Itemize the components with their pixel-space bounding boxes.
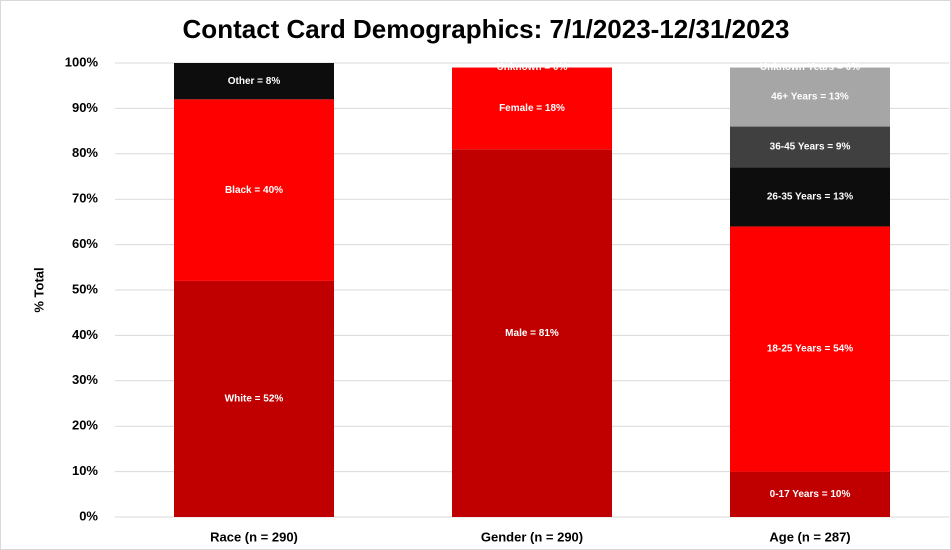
bar-segment (730, 226, 890, 472)
y-tick-label: 90% (72, 100, 98, 115)
bar-segment (730, 167, 890, 227)
data-label: Male = 81% (505, 328, 559, 339)
y-tick-label: 50% (72, 281, 98, 296)
data-label: Unknown = 0% (497, 62, 568, 73)
data-label: White = 52% (225, 394, 284, 405)
data-label: Female = 18% (499, 103, 565, 114)
y-tick-label: 80% (72, 145, 98, 160)
y-tick-label: 20% (72, 418, 98, 433)
bar-segment (730, 67, 890, 127)
chart-title: Contact Card Demographics: 7/1/2023-12/3… (183, 14, 790, 44)
data-label: 18-25 Years = 54% (767, 344, 853, 355)
bar-segment (730, 126, 890, 168)
bar-segment (174, 99, 334, 281)
y-axis-label: % Total (31, 267, 46, 312)
data-label: Other = 8% (228, 76, 281, 87)
bar-segment (730, 471, 890, 517)
y-tick-label: 100% (65, 54, 99, 69)
y-tick-label: 0% (79, 508, 98, 523)
y-tick-label: 40% (72, 327, 98, 342)
bar-segment (174, 63, 334, 100)
data-label: Unknown Years = 0% (760, 62, 860, 73)
bar-segment (452, 149, 612, 517)
y-tick-label: 10% (72, 463, 98, 478)
y-tick-label: 30% (72, 372, 98, 387)
y-tick-label: 60% (72, 236, 98, 251)
data-label: 36-45 Years = 9% (770, 142, 851, 153)
data-label: 46+ Years = 13% (771, 92, 849, 103)
x-tick-label: Race (n = 290) (210, 529, 298, 544)
data-label: 26-35 Years = 13% (767, 192, 853, 203)
data-label: Black = 40% (225, 185, 283, 196)
data-label: 0-17 Years = 10% (770, 489, 851, 500)
x-tick-label: Gender (n = 290) (481, 529, 583, 544)
y-tick-label: 70% (72, 191, 98, 206)
bar-segment (174, 280, 334, 517)
bar-segment (452, 67, 612, 150)
x-tick-label: Age (n = 287) (769, 529, 850, 544)
